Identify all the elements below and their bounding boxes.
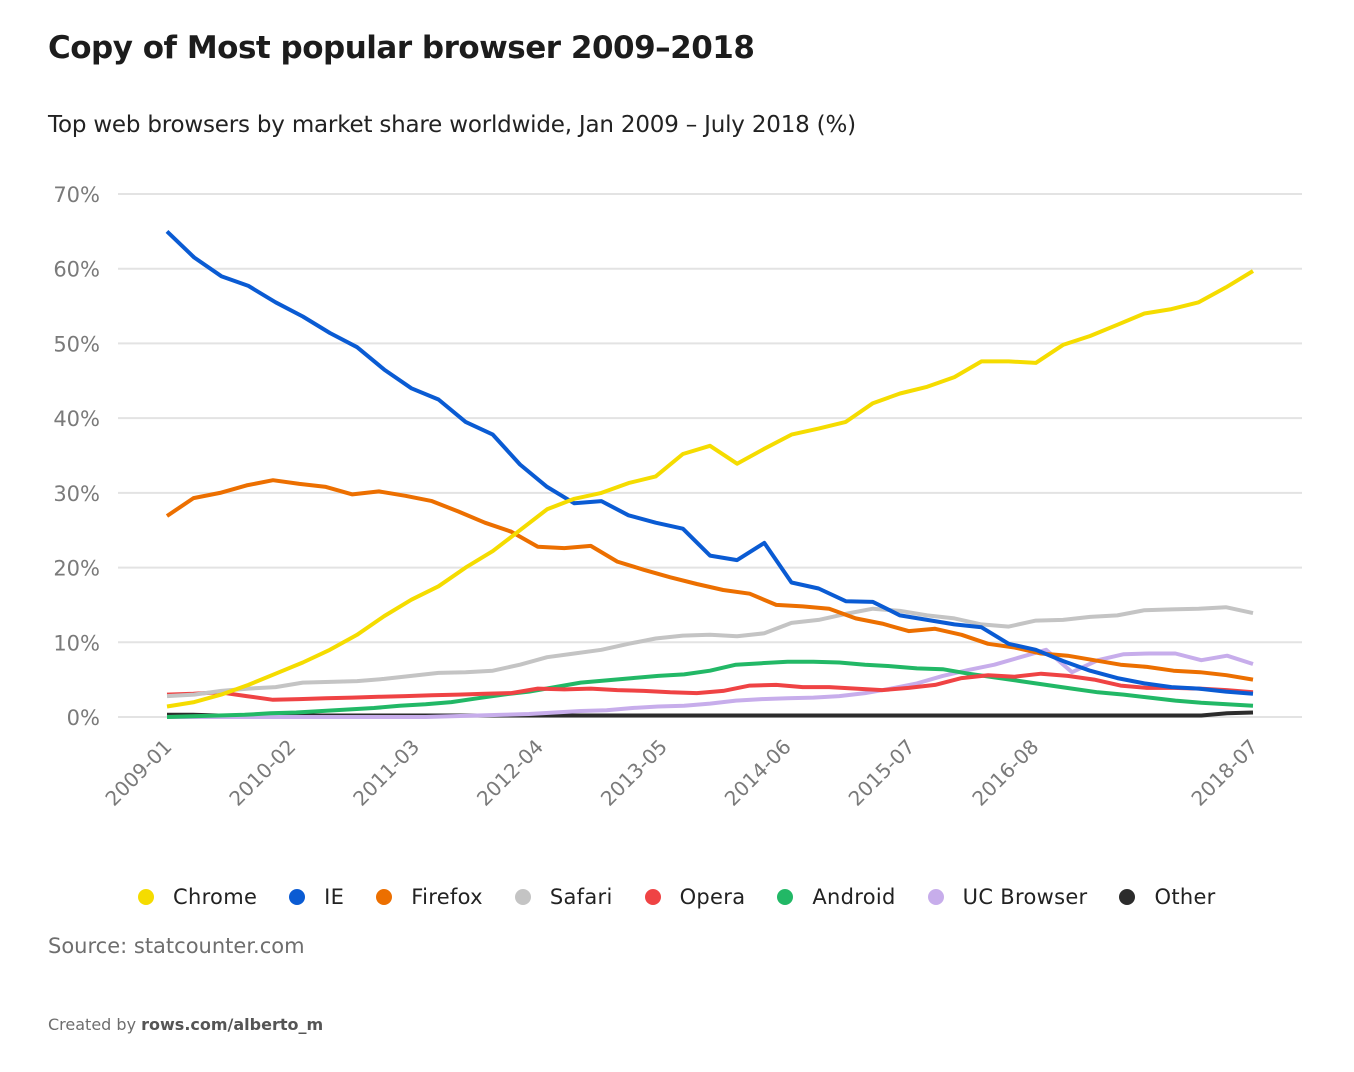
credit-prefix: Created by: [48, 1015, 142, 1034]
chart-subtitle: Top web browsers by market share worldwi…: [48, 112, 856, 138]
legend-label: Chrome: [173, 885, 258, 909]
legend-item-safari[interactable]: Safari: [514, 885, 613, 909]
series-line-android[interactable]: [166, 659, 1254, 719]
line-chart: 0%10%20%30%40%50%60%70% 2009-01 2010-02 20…: [53, 183, 1302, 811]
dot-icon: [777, 889, 794, 905]
x-tick-label: 2010-02: [224, 735, 300, 811]
y-tick-label: 70%: [53, 183, 100, 207]
y-tick-label: 30%: [53, 482, 100, 506]
series-line-chrome[interactable]: [166, 269, 1255, 709]
y-tick-label: 40%: [53, 407, 100, 431]
y-axis-ticks: 0% 10% 20% 30% 40% 50% 60% 70%: [53, 183, 100, 730]
legend-label: Firefox: [411, 885, 483, 909]
legend-item-other[interactable]: Other: [1119, 885, 1215, 909]
series-line-ie[interactable]: [165, 229, 1254, 696]
legend-label: Opera: [679, 885, 746, 909]
series-line-safari[interactable]: [166, 605, 1254, 699]
source-note: Source: statcounter.com: [48, 934, 305, 958]
y-tick-label: 10%: [53, 631, 100, 655]
y-tick-label: 50%: [53, 332, 100, 356]
series-line-uc-browser[interactable]: [167, 647, 1254, 719]
dot-icon: [644, 889, 661, 905]
legend-label: Safari: [549, 885, 613, 909]
legend-item-android[interactable]: Android: [777, 885, 895, 909]
x-tick-label: 2018-07: [1186, 735, 1262, 811]
series-line-firefox[interactable]: [165, 478, 1254, 682]
series-line-opera[interactable]: [166, 671, 1254, 702]
dot-icon: [138, 889, 154, 905]
x-tick-label: 2011-03: [348, 735, 424, 811]
legend-item-chrome[interactable]: Chrome: [138, 885, 257, 909]
y-tick-label: 20%: [53, 557, 100, 581]
dot-icon: [1119, 889, 1136, 905]
legend: Chrome IE Firefox Safari Opera Android U…: [138, 885, 1248, 909]
x-tick-label: 2015-07: [844, 735, 920, 811]
x-axis-ticks: 2009-01 2010-02 2011-03 2012-04 2013-05 2014-…: [100, 735, 1262, 811]
x-tick-label: 2014-06: [720, 735, 796, 811]
legend-item-uc-browser[interactable]: UC Browser: [927, 885, 1088, 909]
legend-item-opera[interactable]: Opera: [644, 885, 746, 909]
dot-icon: [927, 889, 944, 905]
legend-item-firefox[interactable]: Firefox: [376, 885, 483, 909]
legend-label: Android: [812, 885, 896, 909]
x-tick-label: 2016-08: [967, 735, 1043, 811]
grid-lines: [118, 193, 1302, 718]
dot-icon: [514, 889, 531, 905]
legend-label: IE: [324, 885, 345, 909]
legend-label: UC Browser: [962, 885, 1088, 909]
credit-note: Created by rows.com/alberto_m: [48, 1015, 323, 1034]
dot-icon: [376, 889, 393, 905]
x-tick-label: 2009-01: [100, 735, 176, 811]
credit-link[interactable]: rows.com/alberto_m: [141, 1015, 324, 1034]
y-tick-label: 0%: [67, 706, 100, 730]
x-tick-label: 2013-05: [596, 735, 672, 811]
legend-item-ie[interactable]: IE: [289, 885, 344, 909]
chart-title: Copy of Most popular browser 2009–2018: [48, 30, 755, 66]
series-lines: [165, 229, 1255, 719]
y-tick-label: 60%: [53, 258, 100, 282]
dot-icon: [289, 889, 306, 905]
x-tick-label: 2012-04: [472, 735, 548, 811]
legend-label: Other: [1154, 885, 1216, 909]
